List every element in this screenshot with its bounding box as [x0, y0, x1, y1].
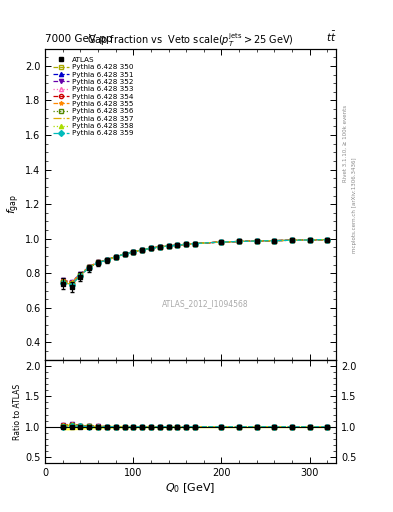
Text: $t\bar{t}$: $t\bar{t}$	[325, 29, 336, 44]
Text: ATLAS_2012_I1094568: ATLAS_2012_I1094568	[162, 299, 248, 308]
Legend: ATLAS, Pythia 6.428 350, Pythia 6.428 351, Pythia 6.428 352, Pythia 6.428 353, P: ATLAS, Pythia 6.428 350, Pythia 6.428 35…	[52, 55, 135, 138]
Text: mcplots.cern.ch [arXiv:1306.3436]: mcplots.cern.ch [arXiv:1306.3436]	[352, 157, 357, 252]
Text: 7000 GeV pp: 7000 GeV pp	[45, 33, 113, 44]
Text: Rivet 3.1.10, ≥ 100k events: Rivet 3.1.10, ≥ 100k events	[343, 105, 348, 182]
Title: Gap fraction vs  Veto scale($p_T^{\rm jets}>25$ GeV): Gap fraction vs Veto scale($p_T^{\rm jet…	[87, 31, 294, 49]
Y-axis label: $f_{\rm gap}$: $f_{\rm gap}$	[6, 194, 22, 214]
Y-axis label: Ratio to ATLAS: Ratio to ATLAS	[13, 383, 22, 440]
X-axis label: $Q_0$ [GeV]: $Q_0$ [GeV]	[165, 481, 216, 495]
